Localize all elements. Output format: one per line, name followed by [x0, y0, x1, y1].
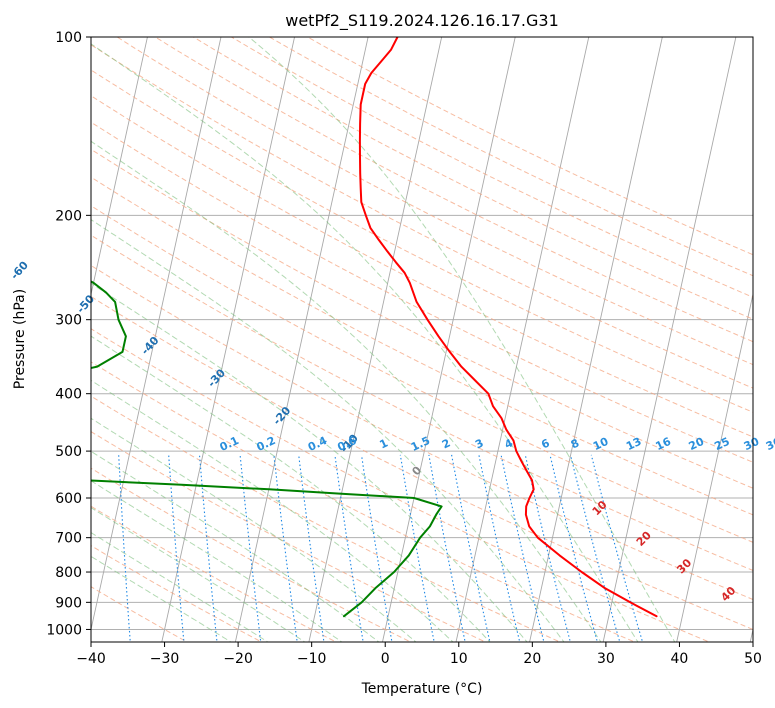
isotherm-line — [234, 37, 369, 642]
dry-adiabat-line — [154, 37, 753, 343]
moist-adiabat-line — [91, 450, 380, 642]
moist-adiabat-line — [248, 37, 676, 642]
plot-frame — [90, 36, 754, 643]
mixing-ratio-label: 10 — [591, 435, 611, 453]
isotherm-line — [749, 627, 753, 642]
x-tick-label: 50 — [744, 651, 762, 667]
y-tick-label: 700 — [55, 531, 82, 547]
dewpoint-line — [91, 280, 443, 618]
y-tick-label: 900 — [55, 595, 82, 611]
isotherm-line — [308, 37, 443, 642]
y-tick-label: 1000 — [46, 622, 82, 638]
moist-adiabat-line — [91, 417, 417, 642]
dry-adiabat-line — [91, 148, 753, 489]
x-tick-label: 40 — [671, 651, 689, 667]
mixing-ratio-line — [451, 454, 491, 642]
isotherm-line — [676, 292, 753, 642]
isotherm-line — [91, 37, 222, 632]
y-tick-label: 600 — [55, 491, 82, 507]
dry-adiabat-line — [91, 205, 753, 543]
y-tick-label: 300 — [55, 313, 82, 329]
mixing-ratio-label: 13 — [624, 435, 643, 453]
background-lines — [0, 24, 753, 645]
moist-adiabat-line — [91, 219, 565, 642]
dry-adiabat-line — [230, 37, 753, 298]
mixing-ratio-line — [428, 454, 466, 642]
moist-adiabat-line — [91, 282, 528, 642]
mixing-ratio-line — [549, 454, 598, 642]
mixing-ratio-label: 36 — [764, 435, 775, 453]
mixing-ratio-label: 16 — [654, 435, 674, 453]
dry-adiabat-line — [91, 234, 753, 572]
x-tick-label: −20 — [223, 651, 253, 667]
x-axis-label: Temperature (°C) — [361, 681, 483, 697]
dry-adiabat-line — [116, 37, 753, 366]
isotherm-line — [382, 37, 516, 642]
isotherm-label: -60 — [8, 258, 31, 282]
axes: −40 −30 −20 −10 0 10 20 30 40 50 100 200 300 400 500 60… — [46, 30, 762, 667]
y-axis-label: Pressure (hPa) — [12, 289, 28, 389]
isotherm-line — [602, 37, 737, 642]
isotherm-line — [91, 37, 148, 297]
mixing-ratio-line — [590, 454, 644, 642]
y-tick-label: 100 — [55, 30, 82, 46]
x-tick-label: −10 — [297, 651, 327, 667]
dry-adiabat-line — [91, 95, 753, 438]
x-tick-label: 20 — [523, 651, 541, 667]
y-tick-label: 500 — [55, 444, 82, 460]
chart-title: wetPf2_S119.2024.126.16.17.G31 — [285, 11, 559, 31]
moist-adiabat-line — [91, 335, 491, 642]
mixing-ratio-line — [500, 454, 545, 642]
y-tick-label: 400 — [55, 387, 82, 403]
temperature-line — [358, 37, 658, 618]
mixing-ratio-line — [524, 454, 571, 642]
data-series — [91, 37, 658, 618]
x-tick-label: 30 — [597, 651, 615, 667]
moist-adiabat-line — [91, 555, 232, 642]
isotherm-line — [0, 24, 3, 645]
x-tick-label: −40 — [76, 651, 106, 667]
moist-adiabat-line — [91, 43, 639, 642]
moist-adiabat-line — [91, 480, 343, 642]
dry-adiabat-line — [91, 69, 753, 413]
moist-adiabat-line — [91, 140, 602, 642]
mixing-ratio-line — [478, 454, 521, 642]
mixing-ratio-label: 30 — [742, 435, 762, 453]
x-tick-label: 0 — [381, 651, 390, 667]
isotherm-line — [529, 37, 663, 642]
y-tick-label: 800 — [55, 565, 82, 581]
dry-adiabat-line — [91, 296, 753, 631]
mixing-ratio-line — [399, 454, 435, 642]
moist-adiabat-line — [91, 532, 269, 642]
isotherm-line — [161, 37, 296, 642]
moist-adiabat-line — [91, 507, 306, 642]
x-tick-label: 10 — [450, 651, 468, 667]
x-tick-label: −30 — [150, 651, 180, 667]
mixing-ratio-label: 20 — [687, 435, 707, 453]
mixing-ratio-line — [569, 454, 621, 642]
dry-adiabat-line — [192, 37, 753, 320]
y-tick-label: 200 — [55, 208, 82, 224]
mixing-ratio-line — [360, 454, 393, 642]
mixing-ratio-line — [72, 455, 80, 645]
dry-adiabat-line — [91, 44, 753, 389]
mixing-ratio-label: 25 — [712, 435, 731, 453]
